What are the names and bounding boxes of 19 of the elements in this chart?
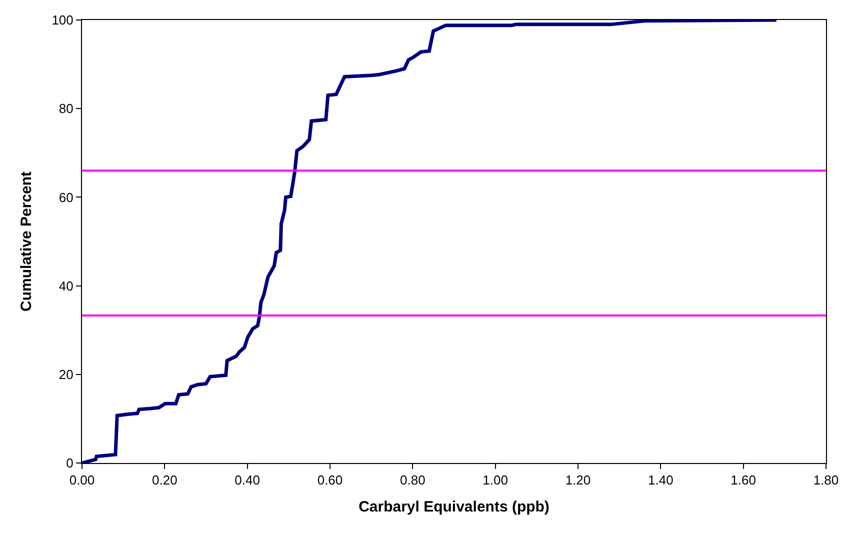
x-tick-label: 0.80 bbox=[400, 472, 426, 488]
y-tick-label: 100 bbox=[52, 12, 74, 28]
x-tick-label: 1.60 bbox=[730, 472, 756, 488]
x-tick-label: 1.00 bbox=[482, 472, 508, 488]
y-tick-label: 60 bbox=[58, 190, 74, 205]
y-tick-label: 80 bbox=[58, 101, 74, 116]
x-tick-label: 0.40 bbox=[234, 472, 260, 488]
y-tick-label: 40 bbox=[58, 278, 74, 294]
y-tick-label: 0 bbox=[66, 456, 74, 471]
x-axis-title: Carbaryl Equivalents (ppb) bbox=[358, 498, 550, 516]
x-tick-label: 1.40 bbox=[648, 472, 674, 488]
y-tick-label: 20 bbox=[58, 366, 74, 382]
x-tick-label: 0.20 bbox=[152, 472, 178, 488]
line-series bbox=[82, 20, 778, 463]
x-tick-label: 1.80 bbox=[813, 472, 839, 488]
x-tick-label: 0.60 bbox=[317, 472, 343, 488]
y-axis-title: Cumulative Percent bbox=[18, 171, 35, 312]
x-tick-label: 0.00 bbox=[69, 472, 95, 488]
x-tick-label: 1.20 bbox=[565, 472, 591, 488]
